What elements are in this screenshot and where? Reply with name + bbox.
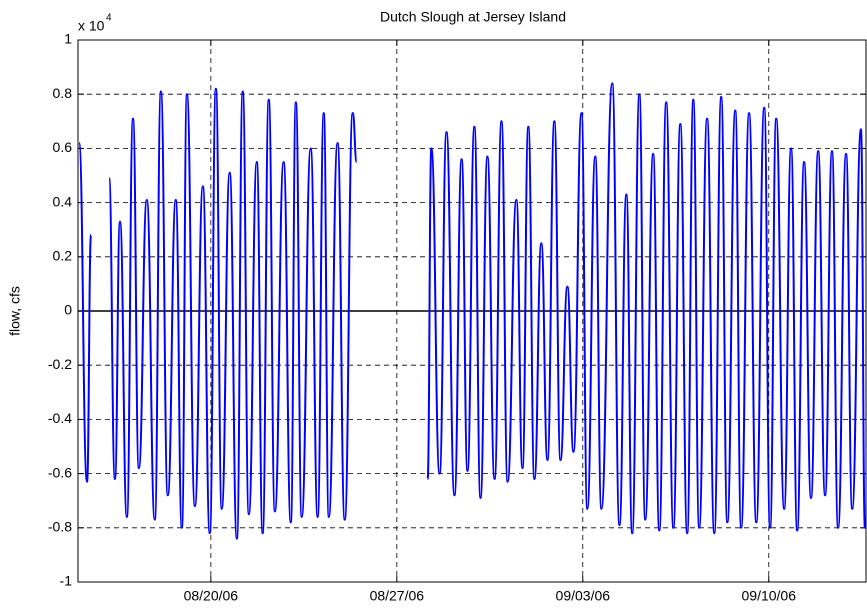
y-tick-label: -0.6 bbox=[48, 464, 72, 480]
chart-title: Dutch Slough at Jersey Island bbox=[380, 9, 566, 25]
y-tick-label: -1 bbox=[60, 573, 73, 589]
x-tick-label: 09/10/06 bbox=[742, 588, 797, 604]
y-tick-label: 0 bbox=[64, 302, 72, 318]
y-tick-label: -0.8 bbox=[48, 519, 72, 535]
y-tick-label: -0.2 bbox=[48, 356, 72, 372]
y-tick-label: -0.4 bbox=[48, 410, 72, 426]
y-tick-label: 1 bbox=[64, 31, 72, 47]
y-tick-label: 0.4 bbox=[53, 193, 73, 209]
y-tick-label: 0.2 bbox=[53, 248, 73, 264]
y-tick-label: 0.8 bbox=[53, 85, 73, 101]
x-tick-label: 08/20/06 bbox=[184, 588, 239, 604]
y-multiplier: x 10 bbox=[78, 18, 105, 34]
x-tick-label: 08/27/06 bbox=[370, 588, 425, 604]
x-tick-label: 09/03/06 bbox=[556, 588, 611, 604]
data-line bbox=[78, 82, 866, 540]
plot-frame bbox=[77, 39, 867, 583]
y-tick-label: 0.6 bbox=[53, 139, 73, 155]
y-axis-label: flow, cfs bbox=[7, 286, 23, 336]
y-multiplier-exponent: 4 bbox=[106, 13, 112, 24]
